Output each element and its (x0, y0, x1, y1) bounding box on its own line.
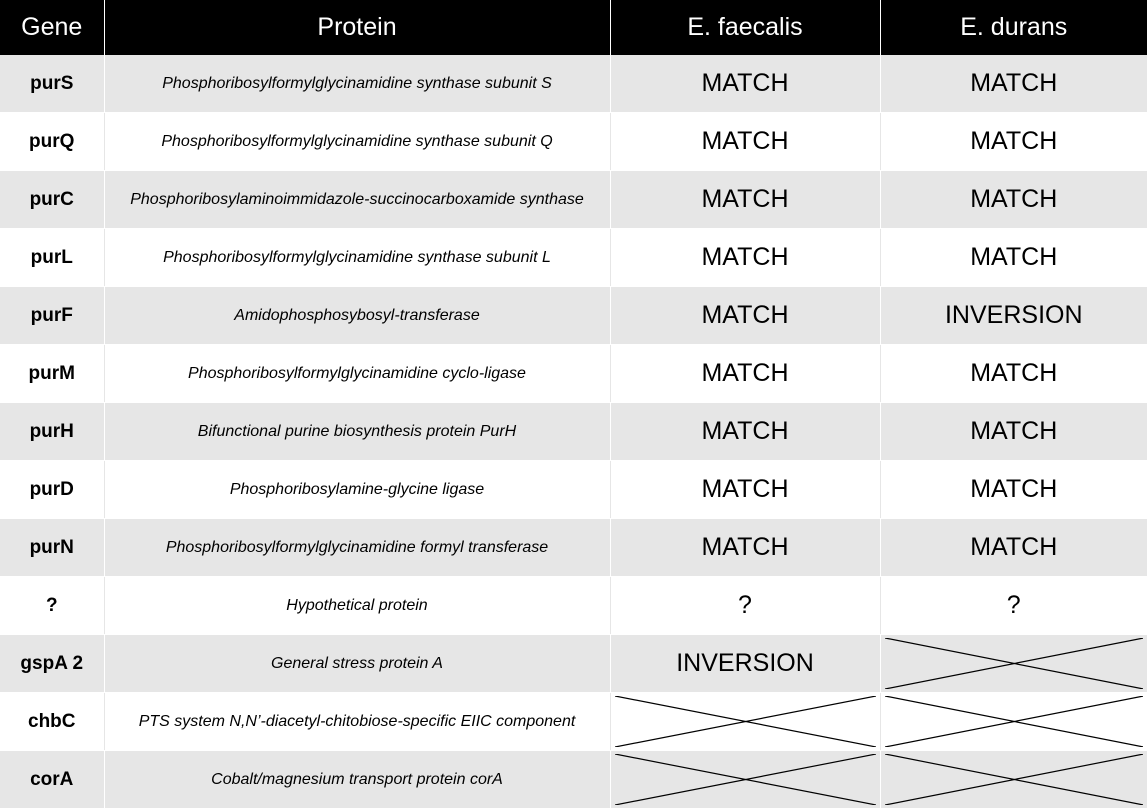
e-faecalis-cell: INVERSION (610, 634, 881, 693)
gene-cell: purD (0, 460, 105, 519)
table-row: purC Phosphoribosylaminoimmidazole-succin… (0, 170, 1147, 229)
gene-cell: chbC (0, 692, 105, 751)
table-row: purH Bifunctional purine biosynthesis pro… (0, 402, 1147, 461)
e-faecalis-cell: MATCH (610, 518, 881, 577)
e-faecalis-cell: MATCH (610, 55, 881, 113)
e-durans-cell: MATCH (880, 518, 1147, 577)
gene-cell: purL (0, 228, 105, 287)
e-durans-cell: MATCH (880, 344, 1147, 403)
e-durans-cell: ? (880, 576, 1147, 635)
e-durans-cell: MATCH (880, 170, 1147, 229)
protein-cell: Amidophosphosybosyl-transferase (104, 286, 611, 345)
gene-cell: purM (0, 344, 105, 403)
protein-cell: Hypothetical protein (104, 576, 611, 635)
gene-cell: purF (0, 286, 105, 345)
e-durans-cell: INVERSION (880, 286, 1147, 345)
table-row: purQ Phosphoribosylformylglycinamidine sy… (0, 112, 1147, 171)
e-faecalis-cell-no-data (610, 750, 881, 809)
e-faecalis-cell: MATCH (610, 402, 881, 461)
gene-cell: purH (0, 402, 105, 461)
e-durans-cell-no-data (880, 750, 1147, 809)
e-faecalis-cell: MATCH (610, 460, 881, 519)
e-durans-cell: MATCH (880, 55, 1147, 113)
gene-cell: purN (0, 518, 105, 577)
gene-cell: purC (0, 170, 105, 229)
table-row: purF Amidophosphosybosyl-transferase MATCH… (0, 286, 1147, 345)
protein-cell: PTS system N,N’-diacetyl-chitobiose-spec… (104, 692, 611, 751)
header-row: Gene Protein E. faecalis E. durans (0, 0, 1147, 55)
protein-cell: General stress protein A (104, 634, 611, 693)
table-row: purL Phosphoribosylformylglycinamidine sy… (0, 228, 1147, 287)
protein-cell: Phosphoribosylformylglycinamidine syntha… (104, 55, 611, 113)
cross-out-icon (885, 638, 1144, 689)
cross-out-icon (615, 754, 876, 805)
protein-cell: Phosphoribosylaminoimmidazole-succinocar… (104, 170, 611, 229)
table-row: gspA 2 General stress protein A INVERSION (0, 634, 1147, 693)
e-faecalis-cell-no-data (610, 692, 881, 751)
header-e-durans: E. durans (880, 0, 1147, 55)
e-durans-cell-no-data (880, 634, 1147, 693)
protein-cell: Phosphoribosylformylglycinamidine cyclo-… (104, 344, 611, 403)
gene-cell: ? (0, 576, 105, 635)
e-faecalis-cell: MATCH (610, 170, 881, 229)
e-faecalis-cell: ? (610, 576, 881, 635)
table-row: corA Cobalt/magnesium transport protein c… (0, 750, 1147, 809)
cross-out-icon (615, 696, 876, 747)
protein-cell: Bifunctional purine biosynthesis protein… (104, 402, 611, 461)
gene-cell: corA (0, 750, 105, 809)
cross-out-icon (885, 696, 1144, 747)
e-faecalis-cell: MATCH (610, 344, 881, 403)
e-durans-cell: MATCH (880, 460, 1147, 519)
gene-cell: purS (0, 55, 105, 113)
table-row: purN Phosphoribosylformylglycinamidine fo… (0, 518, 1147, 577)
protein-cell: Phosphoribosylformylglycinamidine syntha… (104, 112, 611, 171)
e-durans-cell: MATCH (880, 112, 1147, 171)
gene-cell: purQ (0, 112, 105, 171)
e-durans-cell-no-data (880, 692, 1147, 751)
e-durans-cell: MATCH (880, 228, 1147, 287)
table-row: chbC PTS system N,N’-diacetyl-chitobiose-… (0, 692, 1147, 751)
cross-out-icon (885, 754, 1144, 805)
table-row: purS Phosphoribosylformylglycinamidine sy… (0, 55, 1147, 113)
table-row: ? Hypothetical protein?? (0, 576, 1147, 635)
table-body: purS Phosphoribosylformylglycinamidine sy… (0, 55, 1147, 809)
table-row: purM Phosphoribosylformylglycinamidine cy… (0, 344, 1147, 403)
gene-cell: gspA 2 (0, 634, 105, 693)
e-faecalis-cell: MATCH (610, 286, 881, 345)
header-protein: Protein (104, 0, 611, 55)
protein-cell: Phosphoribosylformylglycinamidine syntha… (104, 228, 611, 287)
e-faecalis-cell: MATCH (610, 112, 881, 171)
header-gene: Gene (0, 0, 105, 55)
protein-cell: Cobalt/magnesium transport protein corA (104, 750, 611, 809)
protein-cell: Phosphoribosylformylglycinamidine formyl… (104, 518, 611, 577)
e-faecalis-cell: MATCH (610, 228, 881, 287)
table-row: purD Phosphoribosylamine-glycine ligase MA… (0, 460, 1147, 519)
e-durans-cell: MATCH (880, 402, 1147, 461)
protein-cell: Phosphoribosylamine-glycine ligase (104, 460, 611, 519)
header-e-faecalis: E. faecalis (610, 0, 881, 55)
